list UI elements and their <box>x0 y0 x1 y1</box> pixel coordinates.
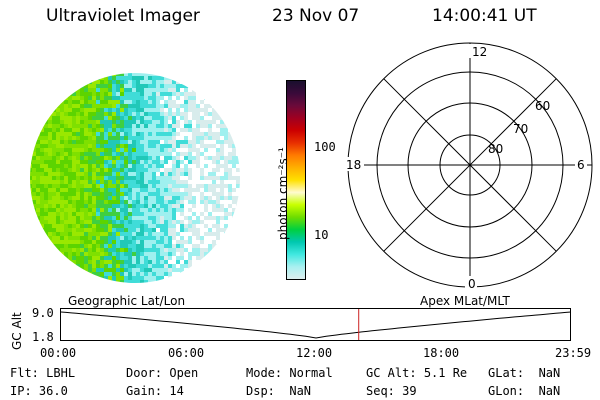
lat-label-70: 70 <box>513 122 528 136</box>
colorbar <box>286 80 306 280</box>
seq-field: Seq: 39 <box>366 384 417 398</box>
colorbar-tick-10: 10 <box>314 228 329 242</box>
mode-value: Normal <box>289 366 333 380</box>
gain-field: Gain: 14 <box>126 384 184 398</box>
timeline-ytick-min: 1.8 <box>32 330 54 344</box>
glat-value: NaN <box>538 366 561 380</box>
timeline-xtick-1: 06:00 <box>168 346 205 360</box>
seq-value: 39 <box>402 384 417 398</box>
mlt-label-18: 18 <box>346 158 361 172</box>
ip-value: 36.0 <box>38 384 68 398</box>
flt-field: Flt: LBHL <box>10 366 76 380</box>
dsp-field: Dsp: NaN <box>246 384 312 398</box>
flt-value: LBHL <box>46 366 76 380</box>
dsp-value: NaN <box>289 384 312 398</box>
polar-grid: 12 18 6 0 60 70 80 <box>344 42 593 291</box>
colorbar-tick-100: 100 <box>314 140 336 154</box>
door-value: Open <box>169 366 199 380</box>
ip-field: IP: 36.0 <box>10 384 68 398</box>
timeline-plot <box>60 308 572 341</box>
time-label: 14:00:41 UT <box>432 6 537 26</box>
glon-field: GLon: NaN <box>488 384 561 398</box>
timeline-y-title: GC Alt <box>10 312 24 350</box>
timeline-xtick-2: 12:00 <box>296 346 333 360</box>
apex-label: Apex MLat/MLT <box>420 294 510 308</box>
glon-value: NaN <box>538 384 561 398</box>
timeline-ytick-max: 9.0 <box>32 306 54 320</box>
timeline-xtick-3: 18:00 <box>423 346 460 360</box>
instrument-title: Ultraviolet Imager <box>46 6 200 26</box>
timeline-xtick-0: 00:00 <box>40 346 77 360</box>
lat-label-60: 60 <box>535 99 550 113</box>
mlt-label-12: 12 <box>472 45 487 59</box>
timeline-xtick-4: 23:59 <box>555 346 592 360</box>
door-field: Door: Open <box>126 366 199 380</box>
gcalt-value: 5.1 Re <box>423 366 468 380</box>
gcalt-field: GC Alt: 5.1 Re <box>366 366 468 380</box>
date-label: 23 Nov 07 <box>272 6 360 26</box>
glat-field: GLat: NaN <box>488 366 561 380</box>
colorbar-unit-label: photon cm⁻²s⁻¹ <box>276 147 290 240</box>
lat-label-80: 80 <box>488 142 503 156</box>
auroral-image <box>30 73 240 283</box>
mode-field: Mode: Normal <box>246 366 333 380</box>
gain-value: 14 <box>169 384 184 398</box>
mlt-label-0: 0 <box>468 277 476 291</box>
geographic-label: Geographic Lat/Lon <box>68 294 186 308</box>
mlt-label-6: 6 <box>577 158 585 172</box>
